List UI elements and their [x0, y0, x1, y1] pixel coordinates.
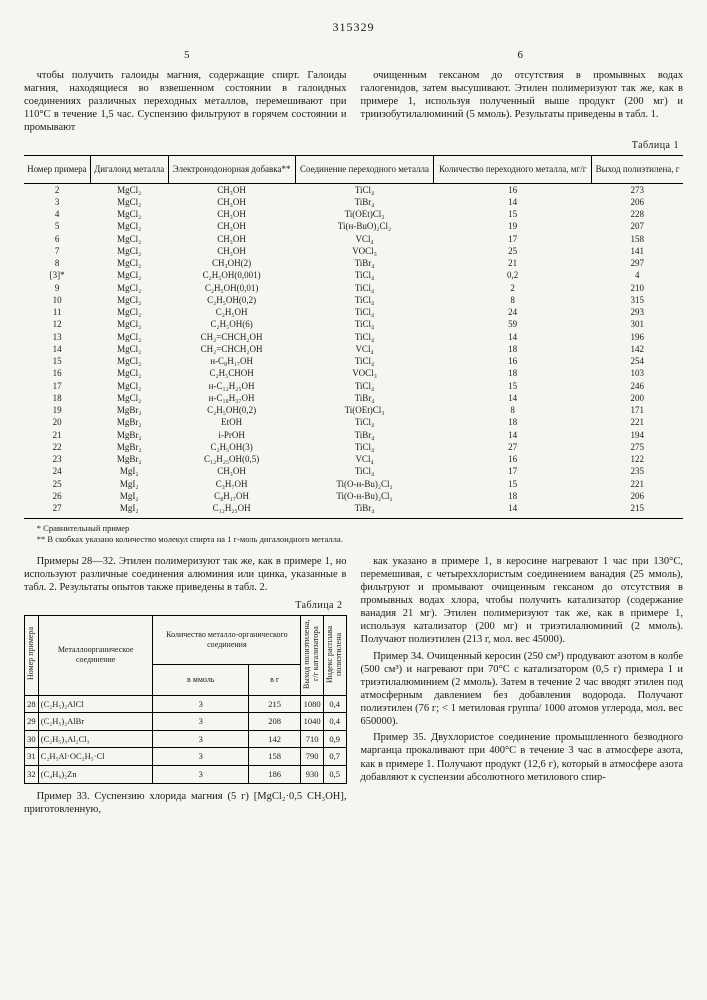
t1-header: Выход полиэтилена, г — [592, 155, 683, 183]
table-row: 16MgCl₂C₂H₅CHOHVOCl₃18103 — [24, 368, 683, 380]
table-row: 15MgCl₂н-C₈H₁₇OHTiCl₄16254 — [24, 356, 683, 368]
table-row: 7MgCl₂CH₃OHVOCl₃25141 — [24, 245, 683, 257]
table-row: 28(C₂H₅)₂AlCl321510800,4 — [25, 695, 347, 713]
table-row: 13MgCl₂CH₂=CHCH₂OHTiCl₄14196 — [24, 331, 683, 343]
table1-label: Таблица 1 — [24, 140, 679, 153]
t1-header: Соединение переходного металла — [295, 155, 434, 183]
table-row: 12MgCl₂C₂H₅OH(6)TiCl₄59301 — [24, 319, 683, 331]
table-row: 6MgCl₂CH₃OHVCl₄17158 — [24, 233, 683, 245]
t2-h5: Индекс расплава полиэтилена — [326, 619, 344, 689]
t2-h2: Металлоорганическое соединение — [38, 615, 153, 695]
t2-h1: Номер примера — [27, 627, 36, 680]
lower-right-column: как указано в примере 1, в керосине нагр… — [361, 555, 684, 819]
table2-label: Таблица 2 — [24, 600, 343, 613]
t2-h3a: в ммоль — [153, 664, 249, 695]
table-row: 26MgI₂C₈H₁₇OHTi(O-н-Bu)₂Cl₂18206 — [24, 490, 683, 502]
table-row: 27MgI₂C₁₂H₂₅OHTiBr₄14215 — [24, 503, 683, 519]
table-row: 19MgBr₂C₂H₅OH(0,2)Ti(OEt)Cl₃8171 — [24, 405, 683, 417]
table-row: 10MgCl₂C₂H₅OH(0,2)TiCl₄8315 — [24, 294, 683, 306]
table-row: 21MgBr₂i-PrOHTiBr₄14194 — [24, 429, 683, 441]
t1-header: Дигалоид металла — [90, 155, 168, 183]
document-number: 315329 — [24, 20, 683, 35]
table1: Номер примераДигалоид металлаЭлектронодо… — [24, 155, 683, 520]
footnote-1: * Сравнительный пример — [30, 523, 683, 534]
intro-left: чтобы получить галоиды магния, содержащи… — [24, 69, 347, 135]
intro-right: очищенным гексаном до отсутствия в промы… — [361, 69, 684, 122]
example-33: Пример 33. Суспензию хлорида магния (5 г… — [24, 790, 347, 816]
table-row: 4MgCl₂CH₃OHTi(OEt)Cl₃15228 — [24, 209, 683, 221]
table-row: 20MgBr₂EtOHTiCl₄18221 — [24, 417, 683, 429]
table-row: 24MgI₂CH₃OHTiCl₄17235 — [24, 466, 683, 478]
t1-header: Электронодонорная добавка** — [168, 155, 295, 183]
examples-28-32: Примеры 28—32. Этилен полимеризуют так ж… — [24, 555, 347, 594]
table-row: 3MgCl₂CH₃OHTiBr₄14206 — [24, 196, 683, 208]
table1-footnotes: * Сравнительный пример ** В скобках указ… — [30, 523, 683, 544]
table-row: 17MgCl₂н-C₁₂H₂₅OHTiCl₄15246 — [24, 380, 683, 392]
table2: Номер примера Металлоорганическое соедин… — [24, 615, 347, 784]
table-row: 25MgI₂C₃H₇OHTi(O-н-Bu)₂Cl₂15221 — [24, 478, 683, 490]
table-row: [3]*MgCl₂C₂H₅OH(0,001)TiCl₄0,24 — [24, 270, 683, 282]
table-row: 30(C₂H₅)₃Al₂Cl₃31427100,9 — [25, 730, 347, 748]
table-row: 23MgBr₂C₁₂H₂₅OH(0,5)VCl₄16122 — [24, 454, 683, 466]
table-row: 2MgCl₂CH₃OHTiCl₄16273 — [24, 184, 683, 197]
intro-text: чтобы получить галоиды магния, содержащи… — [24, 69, 683, 135]
table-row: 14MgCl₂CH₂=CHCH₂OHVCl₄18142 — [24, 343, 683, 355]
right-para-1: как указано в примере 1, в керосине нагр… — [361, 555, 684, 647]
table-row: 32(C₄H₉)₂Zn31869300,5 — [25, 766, 347, 784]
table-row: 8MgCl₂CH₃OH(2)TiBr₄21297 — [24, 258, 683, 270]
right-para-2: Пример 34. Очищенный керосин (250 см³) п… — [361, 650, 684, 729]
table-row: 29(C₂H₅)₂AlBr320810400,4 — [25, 713, 347, 731]
t2-h3: Количество металло-органического соедине… — [153, 615, 301, 664]
footnote-2: ** В скобках указано количество молекул … — [30, 534, 683, 545]
col-num-left: 5 — [184, 49, 190, 63]
table-row: 11MgCl₂C₂H₅OHTiCl₄24293 — [24, 307, 683, 319]
t1-header: Количество переходного металла, мг/г — [434, 155, 592, 183]
table-row: 18MgCl₂н-C₁₈H₃₇OHTiBr₄14200 — [24, 392, 683, 404]
t2-h4: Выход полиэтилена, г/г катализатора — [303, 619, 321, 689]
col-num-right: 6 — [518, 49, 524, 63]
t1-header: Номер примера — [24, 155, 90, 183]
table-row: 9MgCl₂C₂H₅OH(0,01)TiCl₄2210 — [24, 282, 683, 294]
t2-h3b: в г — [249, 664, 301, 695]
table-row: 31C₂H₅Al·OC₂H₅·Cl31587900,7 — [25, 748, 347, 766]
right-para-3: Пример 35. Двухлористое соединение промы… — [361, 731, 684, 784]
table-row: 5MgCl₂CH₃OHTi(н-BuO)₂Cl₂19207 — [24, 221, 683, 233]
lower-left-column: Примеры 28—32. Этилен полимеризуют так ж… — [24, 555, 347, 819]
table-row: 22MgBr₂C₂H₅OH(3)TiCl₄27275 — [24, 441, 683, 453]
